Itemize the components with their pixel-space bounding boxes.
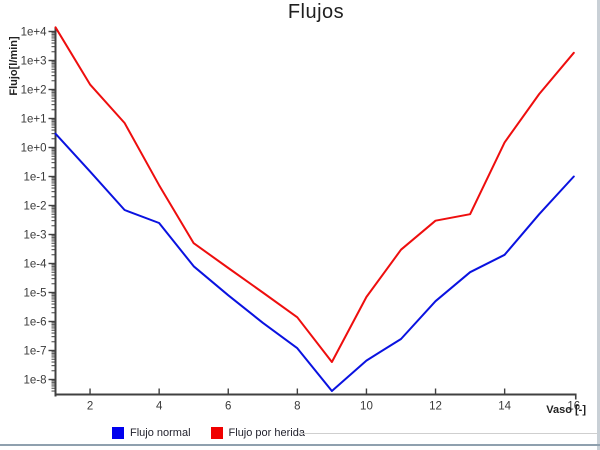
legend-label-flujo-normal: Flujo normal — [130, 427, 191, 439]
x-tick-label: 6 — [225, 401, 231, 413]
y-tick-label: 1e-4 — [23, 259, 47, 271]
y-axis-title: Flujo[l/min] — [8, 36, 20, 96]
chart-canvas-bottom-edge — [298, 433, 597, 434]
x-tick-label: 10 — [360, 401, 373, 413]
legend-item-flujo-por-herida: Flujo por herida — [210, 427, 305, 439]
y-tick-label: 1e-8 — [23, 375, 46, 387]
legend-item-flujo-normal: Flujo normal — [112, 427, 191, 439]
legend-label-flujo-por-herida: Flujo por herida — [228, 427, 305, 439]
legend: Flujo normal Flujo por herida — [112, 427, 305, 439]
x-axis-title: Vaso [-] — [546, 404, 586, 416]
y-tick-label: 1e+0 — [21, 143, 47, 155]
x-tick-label: 14 — [498, 401, 511, 413]
legend-swatch-flujo-por-herida — [210, 427, 223, 439]
y-tick-label: 1e-1 — [23, 172, 46, 184]
series-line-flujo-normal — [54, 132, 575, 392]
y-tick-label: 1e+3 — [21, 56, 47, 68]
x-tick-label: 16 — [567, 401, 580, 413]
y-tick-label: 1e+1 — [21, 114, 47, 126]
x-tick-label: 12 — [429, 401, 442, 413]
y-tick-label: 1e-7 — [23, 346, 46, 358]
x-tick-label: 4 — [156, 401, 163, 413]
y-tick-label: 1e-2 — [23, 201, 46, 213]
window-border-bottom — [0, 444, 600, 446]
y-tick-label: 1e+4 — [21, 27, 48, 39]
y-tick-label: 1e+2 — [21, 85, 47, 97]
x-tick-label: 8 — [294, 401, 300, 413]
y-tick-label: 1e-6 — [23, 317, 46, 329]
x-tick-label: 2 — [87, 401, 93, 413]
y-tick-label: 1e-3 — [23, 230, 46, 242]
legend-swatch-flujo-normal — [112, 427, 124, 439]
chart-title: Flujos — [287, 1, 345, 23]
y-tick-label: 1e-5 — [23, 288, 46, 300]
window-border-right — [597, 0, 600, 450]
series-line-flujo-por-herida — [54, 26, 575, 363]
